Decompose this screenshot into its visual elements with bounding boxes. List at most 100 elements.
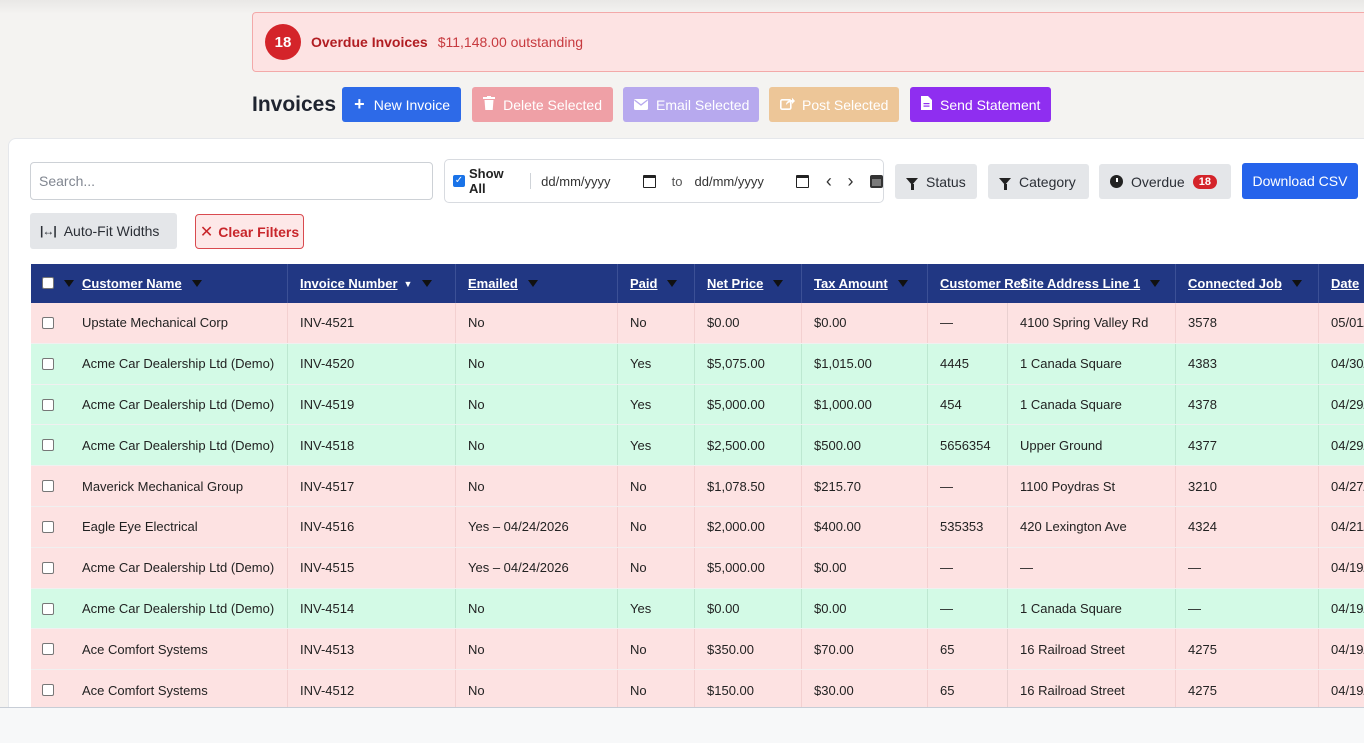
email-selected-button[interactable]: Email Selected (623, 87, 759, 122)
overdue-banner[interactable]: 18 Overdue Invoices $11,148.00 outstandi… (252, 12, 1364, 72)
calendar-picker-icon[interactable] (870, 174, 883, 188)
table-row[interactable]: Acme Car Dealership Ltd (Demo) INV-4520 No… (31, 343, 1364, 385)
table-row[interactable]: Maverick Mechanical Group INV-4517 No No $1,… (31, 466, 1364, 507)
column-filter-icon[interactable] (191, 280, 202, 287)
cell-connected-job: 4275 (1176, 670, 1319, 710)
row-checkbox[interactable] (42, 520, 54, 533)
post-selected-button[interactable]: Post Selected (769, 87, 899, 122)
chevron-right-icon[interactable]: › (847, 170, 854, 191)
column-filter-icon[interactable] (1150, 280, 1161, 287)
cell-customer-name: Upstate Mechanical Corp (31, 303, 288, 343)
column-header-connected-job[interactable]: Connected Job (1176, 264, 1319, 303)
table-row[interactable]: Acme Car Dealership Ltd (Demo) INV-4519 No… (31, 384, 1364, 426)
row-checkbox[interactable] (42, 643, 54, 656)
row-checkbox[interactable] (42, 561, 54, 574)
column-header-tax-amount[interactable]: Tax Amount (802, 264, 928, 303)
table-row[interactable]: Acme Car Dealership Ltd (Demo) INV-4514 No… (31, 588, 1364, 630)
cell-invoice-number: INV-4516 (288, 506, 456, 547)
delete-selected-button[interactable]: Delete Selected (472, 87, 613, 122)
table-row[interactable]: Acme Car Dealership Ltd (Demo) INV-4518 No… (31, 425, 1364, 467)
date-from-input[interactable]: dd/mm/yyyy (541, 173, 611, 189)
table-row[interactable]: Eagle Eye Electrical INV-4516 Yes – 04/24/… (31, 506, 1364, 548)
cell-invoice-number: INV-4521 (288, 303, 456, 343)
cell-paid: No (618, 303, 695, 343)
send-statement-button[interactable]: Send Statement (910, 87, 1051, 122)
search-input[interactable] (30, 162, 433, 200)
cell-net-price: $5,000.00 (695, 547, 802, 588)
column-filter-icon[interactable] (1291, 280, 1302, 287)
cell-paid: No (618, 629, 695, 670)
cell-connected-job: 4377 (1176, 425, 1319, 466)
column-filter-icon[interactable] (897, 280, 908, 287)
column-header-customer-ref[interactable]: Customer Ref (928, 264, 1025, 303)
sort-desc-icon[interactable]: ▼ (403, 278, 413, 289)
column-header-invoice-number[interactable]: Invoice Number ▼ (288, 264, 456, 303)
row-checkbox[interactable] (42, 357, 54, 370)
download-csv-button[interactable]: Download CSV (1242, 163, 1358, 199)
cell-customer-ref: 4445 (928, 343, 1008, 384)
column-filter-icon[interactable] (667, 280, 678, 287)
overdue-filter-button[interactable]: Overdue 18 (1099, 164, 1231, 199)
select-menu-icon[interactable] (64, 280, 74, 287)
chevron-left-icon[interactable]: ‹ (825, 170, 832, 191)
column-header-net-price[interactable]: Net Price (695, 264, 802, 303)
row-checkbox[interactable] (42, 684, 54, 697)
cell-net-price: $0.00 (695, 303, 802, 343)
clear-filters-button[interactable]: ✕ Clear Filters (195, 214, 304, 249)
cell-customer-name: Acme Car Dealership Ltd (Demo) (31, 425, 288, 466)
cell-paid: No (618, 670, 695, 710)
cell-site-address: 1 Canada Square (1008, 343, 1176, 384)
table-row[interactable]: Ace Comfort Systems INV-4512 No No $150.00 $3… (31, 670, 1364, 711)
cell-emailed: No (456, 629, 618, 670)
new-invoice-button[interactable]: + New Invoice (342, 87, 461, 122)
cell-emailed: Yes – 04/24/2026 (456, 547, 618, 588)
calendar-icon[interactable] (796, 174, 810, 188)
row-checkbox[interactable] (42, 439, 54, 452)
table-row[interactable]: Ace Comfort Systems INV-4513 No No $350.00 $7… (31, 629, 1364, 671)
column-header-paid[interactable]: Paid (618, 264, 695, 303)
cell-net-price: $150.00 (695, 670, 802, 710)
cell-connected-job: 4378 (1176, 384, 1319, 425)
cell-date: 04/19/ (1319, 629, 1364, 669)
table-row[interactable]: Acme Car Dealership Ltd (Demo) INV-4515 Ye… (31, 547, 1364, 589)
status-filter-button[interactable]: Status (895, 164, 977, 199)
column-header-date[interactable]: Date (1319, 264, 1364, 303)
cell-paid: Yes (618, 425, 695, 466)
column-header-customer-name[interactable]: Customer Name (31, 264, 288, 303)
calendar-icon[interactable] (642, 174, 656, 188)
auto-fit-widths-button[interactable]: |↔| Auto-Fit Widths (30, 213, 177, 249)
select-all-checkbox[interactable] (42, 277, 54, 289)
cell-date: 05/01/ (1319, 303, 1364, 343)
cell-connected-job: — (1176, 588, 1319, 629)
cell-tax-amount: $400.00 (802, 506, 928, 547)
show-all-checkbox[interactable]: ✓ (453, 175, 465, 187)
cell-tax-amount: $0.00 (802, 588, 928, 629)
column-header-emailed[interactable]: Emailed (456, 264, 618, 303)
column-label: Paid (630, 276, 658, 291)
row-checkbox[interactable] (42, 480, 54, 493)
date-to-input[interactable]: dd/mm/yyyy (694, 173, 764, 189)
column-filter-icon[interactable] (422, 280, 433, 287)
cell-tax-amount: $1,015.00 (802, 343, 928, 384)
date-to-label: to (671, 173, 683, 189)
row-checkbox[interactable] (42, 602, 54, 615)
overdue-amount: $11,148.00 outstanding (437, 34, 584, 50)
cell-net-price: $5,000.00 (695, 384, 802, 425)
column-label: Tax Amount (814, 276, 888, 291)
divider (530, 173, 532, 189)
row-checkbox[interactable] (42, 398, 54, 411)
cell-site-address: Upper Ground (1008, 425, 1176, 466)
email-selected-label: Email Selected (656, 96, 750, 113)
envelope-icon (634, 97, 648, 113)
cell-customer-ref: 535353 (928, 506, 1008, 547)
column-header-site-address[interactable]: Site Address Line 1 (1008, 264, 1176, 303)
column-filter-icon[interactable] (773, 280, 784, 287)
category-filter-button[interactable]: Category (988, 164, 1089, 199)
cell-connected-job: 4324 (1176, 506, 1319, 547)
cell-connected-job: 4383 (1176, 343, 1319, 384)
row-checkbox[interactable] (42, 317, 54, 329)
column-filter-icon[interactable] (527, 280, 538, 287)
table-row[interactable]: Upstate Mechanical Corp INV-4521 No No $0.00… (31, 303, 1364, 344)
category-filter-label: Category (1019, 173, 1076, 190)
cell-emailed: No (456, 384, 618, 425)
